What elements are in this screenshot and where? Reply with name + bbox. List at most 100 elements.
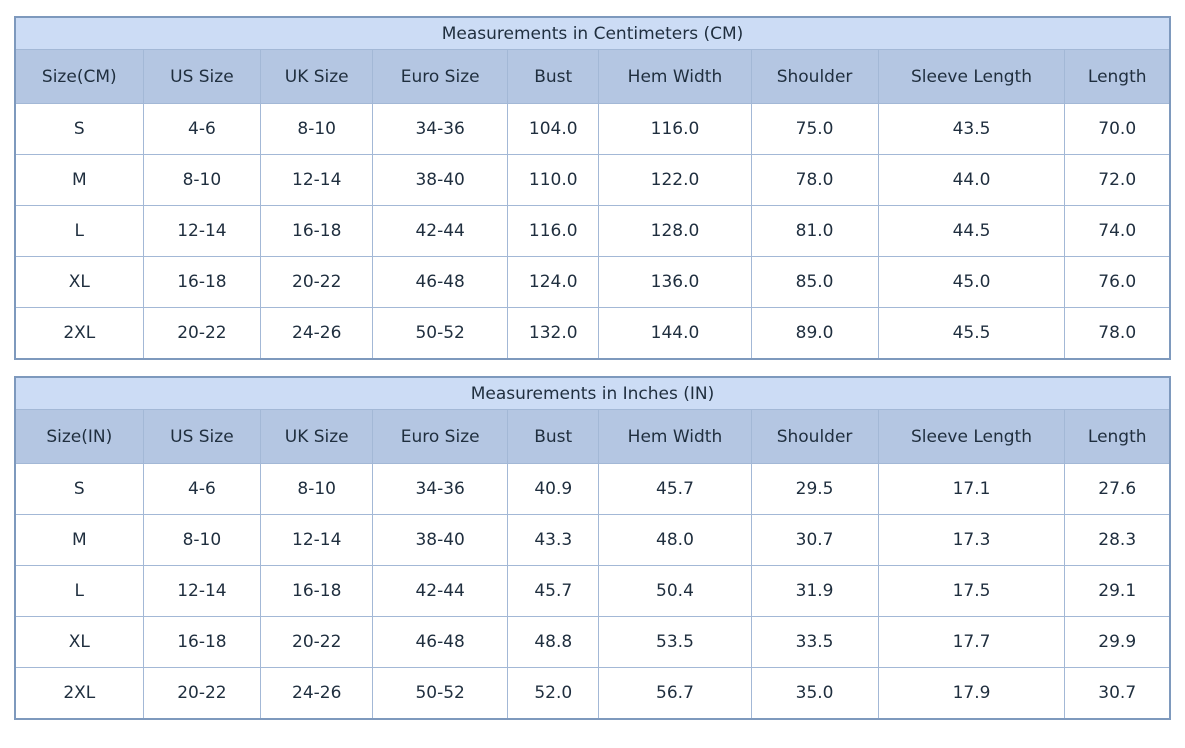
table-body: S 4-6 8-10 34-36 40.9 45.7 29.5 17.1 27.6 M 8-10 12… [14,463,1171,720]
column-header: UK Size [260,49,374,104]
table-cell: 12-14 [260,514,374,566]
table-cell: 8-10 [260,103,374,155]
table-cell: 17.7 [877,616,1066,668]
table-cell: 122.0 [598,154,752,206]
table-cell: 44.5 [877,205,1066,257]
table-cell: 4-6 [142,103,262,155]
table-title: Measurements in Inches (IN) [14,376,1171,410]
table-cell: 74.0 [1064,205,1171,257]
header-row: Size(IN) US Size UK Size Euro Size Bust Hem W… [14,409,1171,464]
column-header: Sleeve Length [877,409,1066,464]
table-cell: M [14,514,144,566]
size-table: Measurements in Inches (IN) Size(IN) US S… [14,376,1171,720]
column-header: Length [1064,49,1171,104]
table-cell: 45.7 [598,463,752,515]
table-cell: 110.0 [507,154,600,206]
table-cell: 104.0 [507,103,600,155]
column-header: Shoulder [750,49,879,104]
table-cell: 24-26 [260,667,374,720]
column-header: Length [1064,409,1171,464]
table-cell: 40.9 [507,463,600,515]
table-body: S 4-6 8-10 34-36 104.0 116.0 75.0 43.5 70.0 M 8-10… [14,103,1171,360]
column-header: UK Size [260,409,374,464]
table-cell: 34-36 [372,463,509,515]
table-cell: 78.0 [750,154,879,206]
table-cell: 20-22 [260,616,374,668]
table-cell: 76.0 [1064,256,1171,308]
table-cell: 42-44 [372,205,509,257]
table-cell: 72.0 [1064,154,1171,206]
column-header: Euro Size [372,49,509,104]
table-title: Measurements in Centimeters (CM) [14,16,1171,50]
column-header: Bust [507,409,600,464]
table-cell: 116.0 [507,205,600,257]
table-cell: 30.7 [1064,667,1171,720]
table-cell: 48.0 [598,514,752,566]
table-cell: 29.9 [1064,616,1171,668]
table-cell: 124.0 [507,256,600,308]
table-cell: 28.3 [1064,514,1171,566]
column-header: US Size [142,49,262,104]
table-cell: 50-52 [372,667,509,720]
table-cell: 16-18 [260,565,374,617]
table-cell: 46-48 [372,256,509,308]
table-cell: 56.7 [598,667,752,720]
table-cell: XL [14,616,144,668]
table-cell: 8-10 [260,463,374,515]
table-cell: M [14,154,144,206]
table-cell: 89.0 [750,307,879,360]
table-cell: 17.3 [877,514,1066,566]
table-cell: 29.5 [750,463,879,515]
table-cell: 20-22 [142,307,262,360]
table-cell: 132.0 [507,307,600,360]
table-cell: 38-40 [372,514,509,566]
table-cell: 48.8 [507,616,600,668]
table-cell: 45.5 [877,307,1066,360]
table-cell: 2XL [14,307,144,360]
table-cell: 78.0 [1064,307,1171,360]
table-cell: 17.1 [877,463,1066,515]
table-cell: 8-10 [142,514,262,566]
table-cell: 35.0 [750,667,879,720]
table-cell: 30.7 [750,514,879,566]
table-cell: L [14,565,144,617]
table-row: M 8-10 12-14 38-40 43.3 48.0 30.7 17.3 28.3 [14,514,1171,566]
table-cell: 81.0 [750,205,879,257]
table-cell: 27.6 [1064,463,1171,515]
title-row: Measurements in Centimeters (CM) [14,16,1171,50]
table-cell: 128.0 [598,205,752,257]
column-header: Shoulder [750,409,879,464]
header-row: Size(CM) US Size UK Size Euro Size Bust Hem W… [14,49,1171,104]
size-chart-tables: Measurements in Centimeters (CM) Size(CM… [14,16,1171,720]
table-cell: 17.5 [877,565,1066,617]
table-cell: 42-44 [372,565,509,617]
title-row: Measurements in Inches (IN) [14,376,1171,410]
table-cell: 16-18 [142,616,262,668]
table-cell: 12-14 [260,154,374,206]
table-cell: 85.0 [750,256,879,308]
table-cell: 50-52 [372,307,509,360]
table-cell: 70.0 [1064,103,1171,155]
table-cell: 52.0 [507,667,600,720]
table-cell: 31.9 [750,565,879,617]
table-cell: 8-10 [142,154,262,206]
table-cell: 53.5 [598,616,752,668]
column-header: Bust [507,49,600,104]
table-cell: 12-14 [142,205,262,257]
table-cell: 45.0 [877,256,1066,308]
table-cell: S [14,103,144,155]
table-cell: 12-14 [142,565,262,617]
table-cell: 136.0 [598,256,752,308]
table-row: 2XL 20-22 24-26 50-52 52.0 56.7 35.0 17.9 30.7 [14,667,1171,720]
table-cell: 17.9 [877,667,1066,720]
column-header: Sleeve Length [877,49,1066,104]
table-row: M 8-10 12-14 38-40 110.0 122.0 78.0 44.0 72.0 [14,154,1171,206]
table-cell: 24-26 [260,307,374,360]
table-cell: 116.0 [598,103,752,155]
table-row: L 12-14 16-18 42-44 45.7 50.4 31.9 17.5 29.1 [14,565,1171,617]
table-row: S 4-6 8-10 34-36 40.9 45.7 29.5 17.1 27.6 [14,463,1171,515]
table-cell: 75.0 [750,103,879,155]
table-cell: 20-22 [142,667,262,720]
table-cell: 43.5 [877,103,1066,155]
